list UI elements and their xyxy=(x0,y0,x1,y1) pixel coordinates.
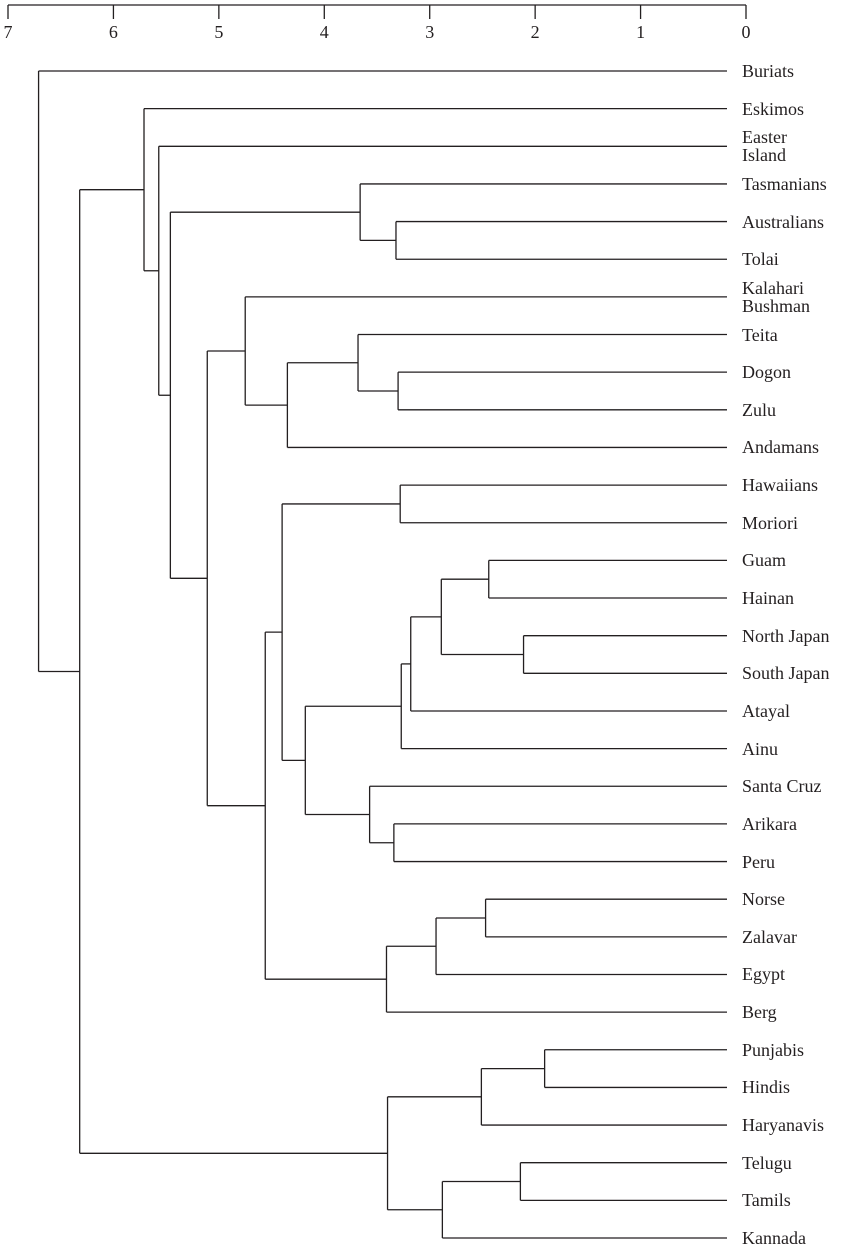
leaf-label: Atayal xyxy=(742,700,790,721)
leaf-label: Dogon xyxy=(742,362,791,383)
leaf-label: Moriori xyxy=(742,512,798,533)
leaf-label: Zalavar xyxy=(742,926,797,947)
leaf-label: Andamans xyxy=(742,437,819,458)
x-tick-label: 6 xyxy=(109,22,118,42)
x-tick-label: 3 xyxy=(425,22,434,42)
leaf-label: Peru xyxy=(742,851,775,872)
x-tick-label: 5 xyxy=(214,22,223,42)
leaf-label: Tamils xyxy=(742,1190,791,1211)
leaf-label: North Japan xyxy=(742,625,830,646)
leaf-label: Buriats xyxy=(742,61,794,81)
leaf-label: Zulu xyxy=(742,399,776,420)
leaf-label: Arikara xyxy=(742,813,797,834)
leaf-label: Eskimos xyxy=(742,98,805,119)
x-tick-label: 4 xyxy=(320,22,329,42)
x-tick-label: 0 xyxy=(742,22,751,42)
leaf-label: Hainan xyxy=(742,588,794,609)
leaf-label: Norse xyxy=(742,889,785,910)
leaf-label: Egypt xyxy=(742,964,785,985)
leaf-label: Easter Island xyxy=(742,127,787,166)
leaf-label: Hindis xyxy=(742,1077,791,1098)
leaf-label: Hawaiians xyxy=(742,475,818,496)
leaf-label: Haryanavis xyxy=(742,1115,824,1136)
x-tick-label: 1 xyxy=(636,22,645,42)
x-tick-label: 7 xyxy=(4,22,13,42)
leaf-label: Guam xyxy=(742,550,786,571)
leaf-label: Australians xyxy=(742,211,824,232)
leaf-label: Santa Cruz xyxy=(742,776,822,797)
leaf-label: South Japan xyxy=(742,663,830,684)
leaf-label: Tolai xyxy=(742,249,779,270)
leaf-label: Punjabis xyxy=(742,1039,805,1060)
leaf-label: Kalahari Bushman xyxy=(742,277,811,316)
leaf-label: Berg xyxy=(742,1002,777,1023)
x-tick-label: 2 xyxy=(531,22,540,42)
leaf-label: Kannada xyxy=(742,1228,806,1245)
leaf-label: Telugu xyxy=(742,1152,792,1173)
leaf-label: Ainu xyxy=(742,738,778,759)
leaf-label: Tasmanians xyxy=(742,173,827,194)
leaf-label: Teita xyxy=(742,324,778,345)
